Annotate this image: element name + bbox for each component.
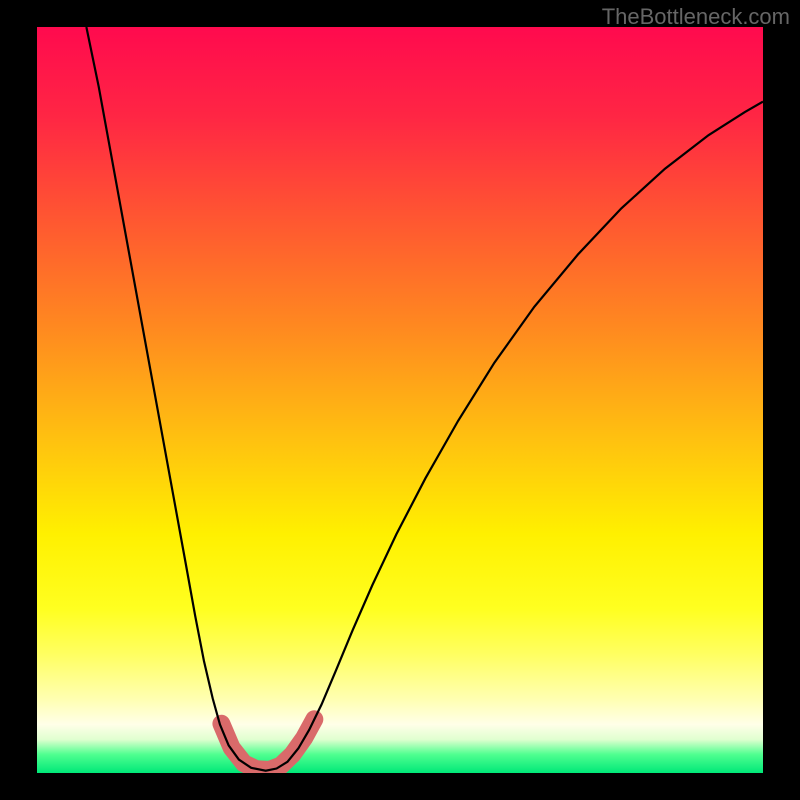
chart-canvas: TheBottleneck.com	[0, 0, 800, 800]
bottleneck-curve	[86, 27, 763, 771]
plot-area	[37, 27, 763, 773]
watermark-text: TheBottleneck.com	[602, 4, 790, 30]
curve-layer	[37, 27, 763, 773]
